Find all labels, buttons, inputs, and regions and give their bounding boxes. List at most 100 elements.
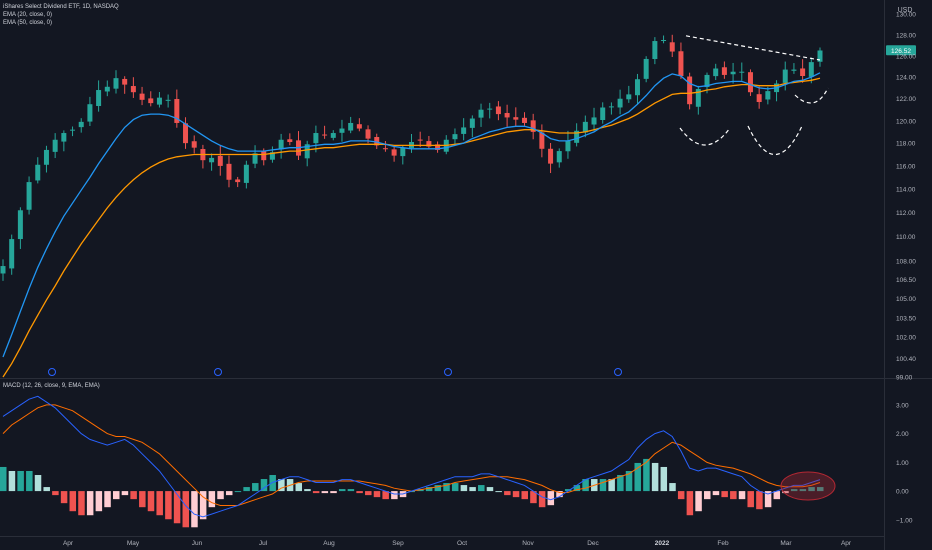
dividend-marker	[48, 368, 56, 376]
candle	[235, 179, 241, 183]
macd-tick-label: −1.00	[896, 517, 913, 524]
histogram-bar	[199, 491, 207, 520]
histogram-bar	[8, 470, 16, 492]
time-tick-label: Jun	[192, 540, 203, 547]
histogram-bar	[34, 475, 42, 492]
time-tick-label: Mar	[780, 540, 792, 547]
time-tick-label: Aug	[323, 540, 335, 547]
histogram-bar	[356, 491, 363, 494]
histogram-bar	[686, 491, 694, 516]
histogram-bar	[495, 491, 502, 493]
histogram-bar	[756, 491, 763, 510]
candle	[313, 133, 319, 144]
histogram-bar	[451, 483, 459, 492]
macd-legend-label[interactable]: MACD (12, 26, close, 9, EMA, EMA)	[3, 383, 100, 389]
histogram-bar	[738, 491, 746, 500]
histogram-bar	[434, 485, 442, 492]
candle	[96, 90, 102, 107]
macd-tick-label: 1.00	[896, 460, 909, 467]
histogram-bar	[573, 485, 581, 492]
histogram-bar	[817, 487, 824, 492]
candle	[765, 91, 771, 100]
candle	[739, 71, 745, 73]
histogram-bar	[182, 491, 190, 528]
candle	[304, 144, 310, 159]
ema20-legend[interactable]: EMA (20, close, 0)	[3, 12, 53, 18]
histogram-bar	[269, 475, 276, 492]
histogram-bar	[130, 491, 137, 500]
time-tick-label: Sep	[392, 540, 404, 547]
candle	[713, 68, 719, 77]
histogram-bar	[660, 466, 668, 492]
candle	[521, 117, 527, 123]
candle	[643, 58, 649, 79]
histogram-bar	[790, 489, 798, 492]
candle	[687, 76, 693, 105]
histogram-bar	[338, 489, 346, 492]
macd-tick-label: 2.00	[896, 431, 909, 438]
histogram-bar	[191, 491, 198, 528]
dividend-marker	[444, 368, 452, 376]
symbol-title[interactable]: iShares Select Dividend ETF, 1D, NASDAQ	[3, 4, 119, 10]
histogram-bar	[0, 466, 7, 492]
histogram-bar	[486, 487, 494, 492]
histogram-bar	[408, 491, 415, 493]
candle	[87, 104, 93, 122]
histogram-bar	[695, 491, 702, 512]
time-tick-label: Jul	[259, 540, 268, 547]
candle	[608, 106, 614, 108]
histogram-bar	[530, 491, 537, 504]
candle	[122, 78, 128, 85]
histogram-bar	[217, 491, 224, 500]
price-tick-label: 124.00	[896, 75, 916, 82]
candle	[156, 97, 162, 105]
candle	[374, 137, 380, 146]
candle	[800, 68, 806, 77]
histogram-bar	[225, 491, 233, 496]
candle	[678, 51, 684, 77]
histogram-bar	[121, 491, 129, 496]
candle	[165, 99, 171, 101]
candle	[330, 133, 336, 138]
histogram-bar	[347, 489, 355, 492]
candle	[113, 78, 119, 89]
candle	[243, 164, 249, 183]
histogram-bar	[252, 483, 259, 492]
candle	[565, 140, 571, 152]
histogram-bar	[104, 491, 111, 508]
currency-label: USD	[898, 7, 913, 14]
highlight-ellipse	[780, 471, 836, 501]
candle	[426, 141, 432, 147]
candle	[417, 139, 423, 141]
histogram-bar	[173, 491, 181, 524]
candle	[139, 93, 145, 100]
histogram-bar	[443, 483, 450, 492]
histogram-bar	[425, 487, 433, 492]
candle	[26, 182, 32, 210]
histogram-bar	[382, 491, 389, 500]
histogram-bar	[764, 491, 772, 508]
histogram-bar	[278, 479, 285, 492]
histogram-bar	[60, 491, 68, 504]
histogram-bar	[69, 491, 77, 512]
candle	[0, 266, 6, 274]
candle	[365, 129, 371, 139]
time-tick-label: May	[127, 540, 140, 547]
ema50-legend[interactable]: EMA (50, close, 0)	[3, 20, 53, 26]
ema50-line	[2, 77, 821, 378]
right-shoulder-arc	[794, 87, 829, 104]
price-tick-label: 102.00	[896, 335, 916, 342]
candle	[669, 42, 675, 52]
histogram-bar	[469, 487, 476, 492]
histogram-bar	[165, 491, 172, 520]
time-tick-label: Nov	[522, 540, 534, 547]
histogram-bar	[651, 462, 659, 492]
candle	[539, 132, 545, 149]
candle	[652, 41, 658, 60]
last-price-value: 126.52	[891, 48, 911, 55]
candle	[504, 112, 510, 118]
price-tick-label: 106.50	[896, 277, 916, 284]
price-legend: iShares Select Dividend ETF, 1D, NASDAQ …	[3, 3, 119, 27]
price-tick-label: 118.00	[896, 141, 916, 148]
